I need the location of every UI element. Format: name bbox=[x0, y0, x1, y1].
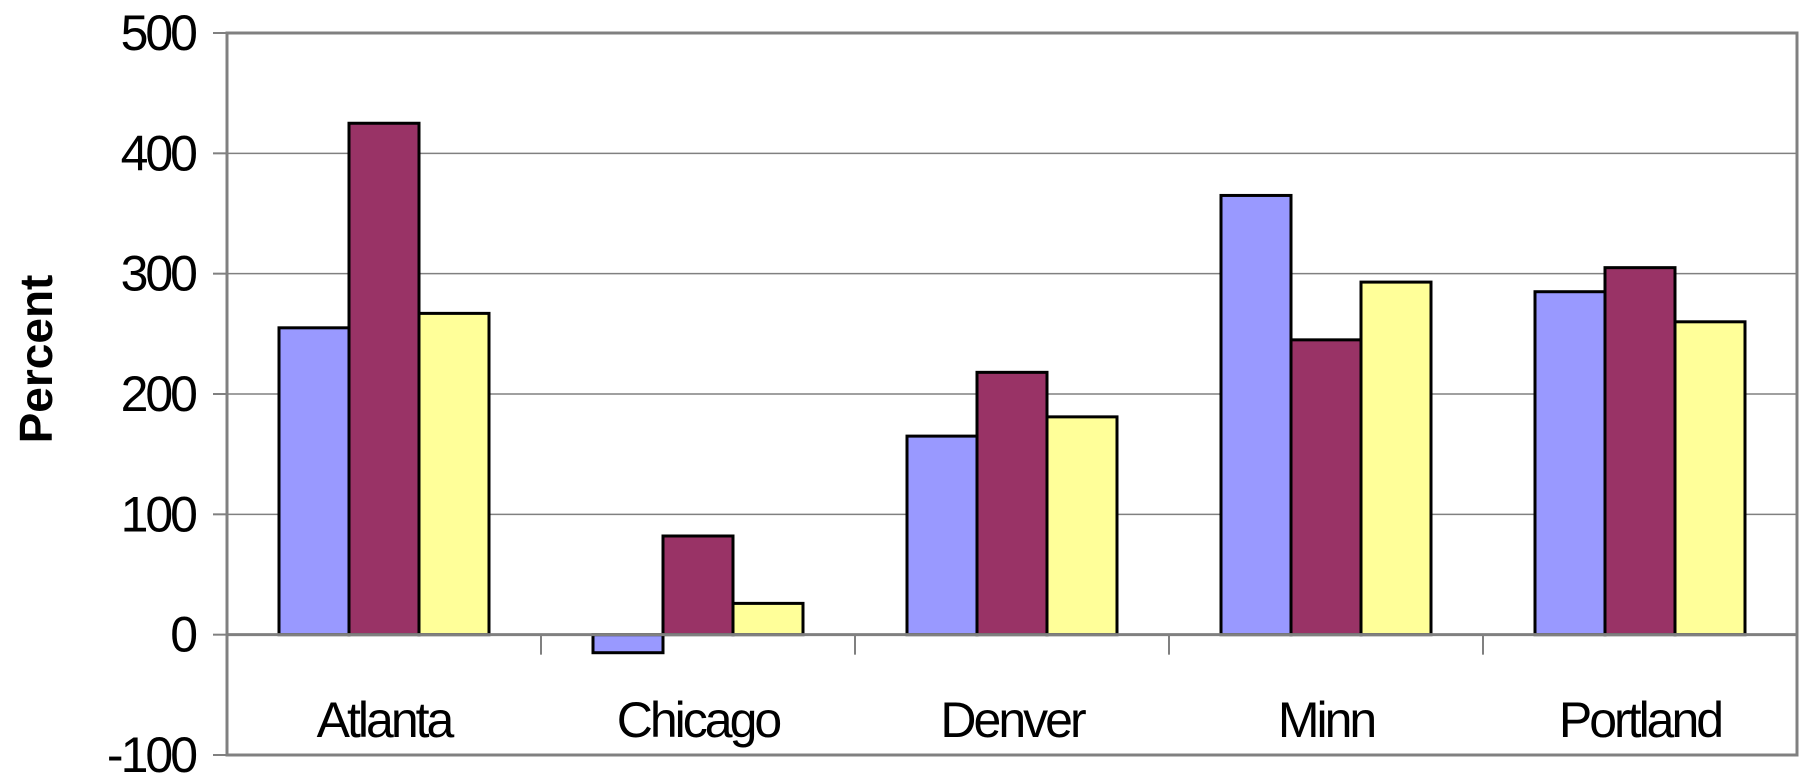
x-tick-label-chicago: Chicago bbox=[617, 692, 781, 748]
bar-portland-series-1 bbox=[1533, 290, 1607, 637]
x-tick-label-portland: Portland bbox=[1559, 692, 1721, 748]
bar-atlanta-series-1 bbox=[277, 326, 351, 637]
axis-labels: -100 0 100 200 300 400 500 Atlanta Chicago Denver… bbox=[107, 5, 1724, 780]
y-tick-label: 400 bbox=[121, 125, 197, 181]
bar-atlanta-series-3 bbox=[417, 311, 491, 637]
x-tick-label-denver: Denver bbox=[940, 692, 1086, 748]
bar-portland-series-2 bbox=[1603, 266, 1677, 637]
bar-denver-series-1 bbox=[905, 434, 979, 637]
y-tick-label: 300 bbox=[121, 246, 197, 302]
bar-minn-series-1 bbox=[1219, 193, 1293, 637]
bar-denver-series-2 bbox=[975, 370, 1049, 637]
y-tick-label: 0 bbox=[170, 607, 196, 663]
bars bbox=[277, 121, 1747, 655]
bar-atlanta-series-2 bbox=[347, 121, 421, 637]
y-tick-label: 200 bbox=[121, 366, 197, 422]
y-axis-title: Percent bbox=[10, 275, 62, 444]
bar-chicago-series-3 bbox=[731, 601, 805, 637]
bar-chicago-series-1 bbox=[591, 633, 665, 655]
bar-chicago-series-2 bbox=[661, 534, 735, 637]
bar-minn-series-2 bbox=[1289, 338, 1363, 637]
bar-portland-series-3 bbox=[1673, 320, 1747, 637]
y-tick-label: 100 bbox=[121, 486, 197, 542]
y-tick-label: 500 bbox=[121, 5, 197, 61]
bar-denver-series-3 bbox=[1045, 415, 1119, 637]
y-tick-label: -100 bbox=[107, 727, 196, 775]
bar-minn-series-3 bbox=[1359, 280, 1433, 637]
axes bbox=[213, 32, 1797, 756]
x-tick-label-atlanta: Atlanta bbox=[317, 692, 455, 748]
x-tick-label-minn: Minn bbox=[1278, 692, 1375, 748]
